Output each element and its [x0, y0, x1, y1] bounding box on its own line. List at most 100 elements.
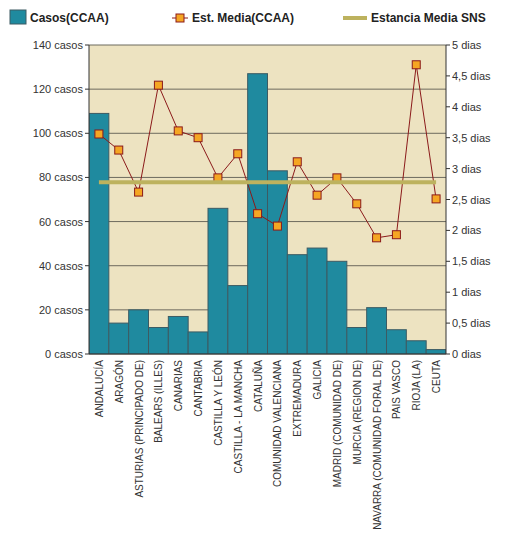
x-tick-label: CASTILLA - LA MANCHA	[233, 360, 244, 474]
bar	[406, 341, 426, 354]
chart: 0 casos20 casos40 casos60 casos80 casos1…	[0, 0, 511, 551]
bar	[228, 286, 248, 354]
y2-tick-label: 4,5 dias	[452, 70, 491, 82]
y2-tick-label: 0 dias	[452, 348, 482, 360]
bar	[188, 332, 208, 354]
legend-label: Estancia Media SNS	[371, 11, 486, 25]
x-tick-label: ARAGÓN	[113, 360, 125, 403]
marker	[135, 188, 143, 196]
plot-area	[89, 45, 446, 354]
bar	[149, 328, 169, 354]
y2-tick	[446, 354, 450, 355]
bar	[129, 310, 149, 354]
bar	[307, 248, 327, 354]
y2-tick-label: 5 dias	[452, 39, 482, 51]
y-tick	[85, 45, 89, 46]
x-axis	[89, 354, 446, 355]
x-tick-label: COMUNIDAD VALENCIANA	[272, 360, 283, 487]
y2-tick-label: 1,5 dias	[452, 255, 491, 267]
y2-tick	[446, 137, 450, 138]
y2-tick	[446, 168, 450, 169]
y-tick-label: 100 casos	[33, 127, 84, 139]
grid-line	[89, 354, 446, 355]
x-tick-label: CANARIAS	[173, 360, 184, 411]
y-tick-label: 0 casos	[45, 348, 83, 360]
marker	[353, 200, 361, 208]
marker	[373, 234, 381, 242]
bar	[347, 328, 367, 354]
y-tick-label: 40 casos	[39, 260, 84, 272]
x-tick-label: MADRID (COMUNIDAD DE)	[332, 360, 343, 487]
marks	[89, 61, 446, 354]
y2-tick	[446, 106, 450, 107]
x-tick-label: ANDALUCÍA	[93, 360, 105, 418]
marker	[313, 191, 321, 199]
legend-label: Casos(CCAA)	[30, 11, 109, 25]
bar	[268, 171, 288, 354]
marker	[174, 127, 182, 135]
y2-tick-label: 2 dias	[452, 224, 482, 236]
y-tick-label: 120 casos	[33, 83, 84, 95]
bar	[387, 330, 407, 354]
y2-tick-label: 2,5 dias	[452, 194, 491, 206]
bar	[109, 323, 129, 354]
y-tick	[85, 309, 89, 310]
x-tick-label: NAVARRA (COMUNIDAD FORAL DE)	[372, 360, 383, 530]
x-tick-label: EXTREMADURA	[292, 360, 303, 437]
x-tick-label: BALEARS (ILLES)	[153, 360, 164, 443]
x-tick-label: CASTILLA Y LEÓN	[212, 360, 224, 446]
y2-tick	[446, 45, 450, 46]
line	[99, 65, 436, 238]
y-tick	[85, 89, 89, 90]
x-tick-label: CANTABRIA	[193, 360, 204, 417]
marker	[293, 158, 301, 166]
y-tick	[85, 177, 89, 178]
y2-tick-label: 1 dias	[452, 286, 482, 298]
marker	[392, 231, 400, 239]
x-tick-label: ASTURIAS (PRINCIPADO DE)	[134, 360, 145, 498]
y-tick-label: 140 casos	[33, 39, 84, 51]
y-tick-label: 60 casos	[39, 216, 84, 228]
legend-swatch	[343, 16, 367, 20]
bar	[168, 316, 188, 354]
line	[99, 180, 436, 184]
legend-label: Est. Media(CCAA)	[192, 11, 294, 25]
legend-swatch	[10, 10, 26, 24]
bar	[327, 261, 347, 354]
bar	[248, 74, 268, 354]
marker	[194, 134, 202, 142]
y2-tick-label: 3 dias	[452, 163, 482, 175]
marker	[95, 130, 103, 138]
x-tick-label: MURCIA (REGION DE)	[352, 360, 363, 464]
y-tick	[85, 354, 89, 355]
marker	[154, 81, 162, 89]
marker	[115, 146, 123, 154]
background	[0, 0, 511, 551]
bar	[426, 350, 446, 354]
bar	[367, 308, 387, 354]
y2-tick	[446, 75, 450, 76]
bar	[287, 255, 307, 354]
y-tick	[85, 221, 89, 222]
grid-line	[89, 45, 446, 46]
y2-tick-label: 4 dias	[452, 101, 482, 113]
x-tick-label: PAIS VASCO	[391, 360, 402, 419]
y-axis	[89, 45, 90, 354]
marker	[412, 61, 420, 69]
y-tick-label: 80 casos	[39, 171, 84, 183]
y2-tick	[446, 261, 450, 262]
marker	[254, 210, 262, 218]
y2-tick	[446, 230, 450, 231]
x-tick-label: CATALUÑA	[252, 360, 264, 412]
marker	[273, 222, 281, 230]
x-tick-label: GALICIA	[312, 360, 323, 400]
legend-swatch	[176, 14, 184, 22]
x-tick-label: RIOJA (LA)	[411, 360, 422, 411]
y2-tick-label: 3,5 dias	[452, 132, 491, 144]
y2-tick	[446, 323, 450, 324]
bar	[208, 208, 228, 354]
y-tick	[85, 133, 89, 134]
y2-axis	[446, 45, 447, 354]
y2-tick	[446, 199, 450, 200]
y2-tick	[446, 292, 450, 293]
